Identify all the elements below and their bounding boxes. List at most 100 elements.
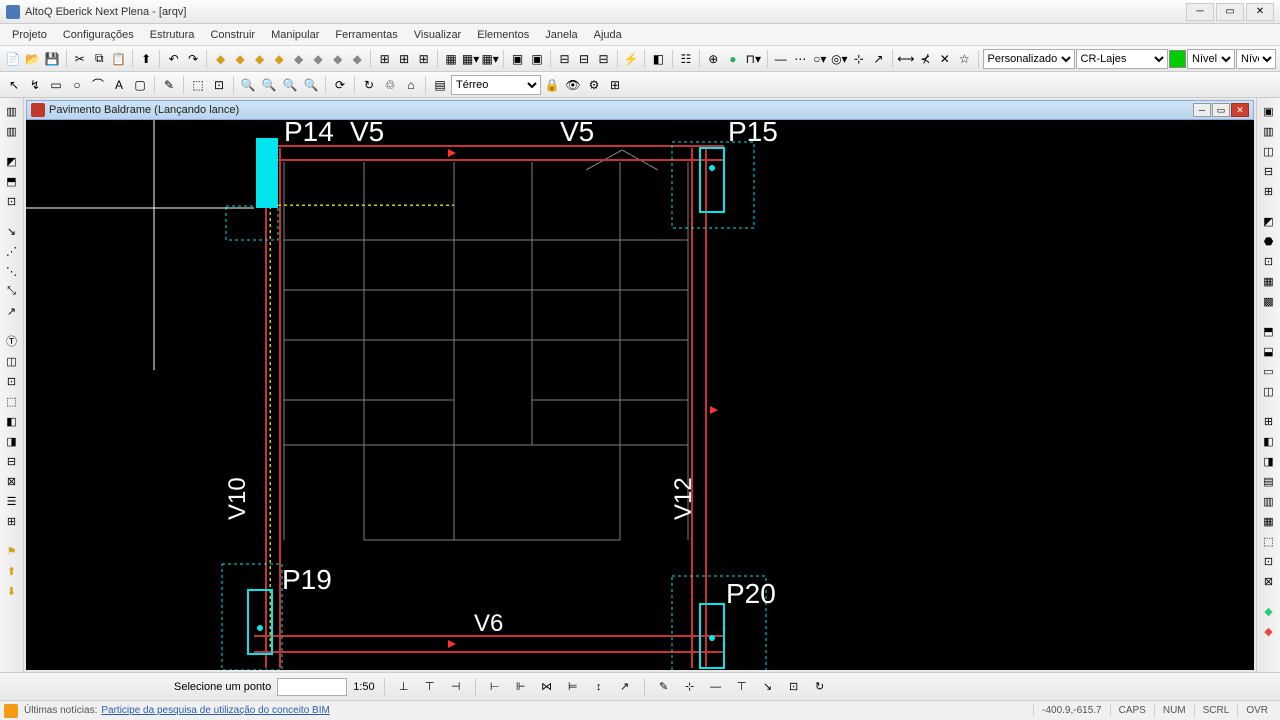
open-icon[interactable]: 📂 (24, 49, 43, 69)
zoomout-icon[interactable]: 🔍 (259, 75, 279, 95)
bt-6-icon[interactable]: ⋈ (537, 677, 557, 697)
menu-estrutura[interactable]: Estrutura (142, 27, 203, 43)
lt-4-icon[interactable]: ⬒ (2, 172, 22, 190)
save-icon[interactable]: 💾 (43, 49, 62, 69)
lt-1-icon[interactable]: ▥ (2, 102, 22, 120)
arrow-icon[interactable]: ↗ (869, 49, 888, 69)
lt-8-icon[interactable]: ⋱ (2, 262, 22, 280)
level2-combo[interactable]: Níve (1236, 49, 1276, 69)
select2-icon[interactable]: ⊡ (209, 75, 229, 95)
bt-3-icon[interactable]: ⊣ (446, 677, 466, 697)
cut-icon[interactable]: ✂ (70, 49, 89, 69)
rt-16-icon[interactable]: ◧ (1259, 432, 1279, 450)
lt-19-icon[interactable]: ☰ (2, 492, 22, 510)
rt-18-icon[interactable]: ▤ (1259, 472, 1279, 490)
rt-8-icon[interactable]: ⊡ (1259, 252, 1279, 270)
dim4-icon[interactable]: ☆ (955, 49, 974, 69)
rotate-icon[interactable]: ↻ (359, 75, 379, 95)
lt-18-icon[interactable]: ⊠ (2, 472, 22, 490)
link-icon[interactable]: ⚙ (584, 75, 604, 95)
panel1-icon[interactable]: ▣ (508, 49, 527, 69)
misc3-icon[interactable]: ⊕ (704, 49, 723, 69)
lt-23-icon[interactable]: ⬇ (2, 582, 22, 600)
lt-17-icon[interactable]: ⊟ (2, 452, 22, 470)
shape6-icon[interactable]: ◆ (309, 49, 328, 69)
rt-14-icon[interactable]: ◫ (1259, 382, 1279, 400)
bt-10-icon[interactable]: ✎ (654, 677, 674, 697)
shape4-icon[interactable]: ◆ (270, 49, 289, 69)
menu-janela[interactable]: Janela (537, 27, 585, 43)
misc4-icon[interactable]: ● (724, 49, 743, 69)
level-combo[interactable]: Nível (1187, 49, 1235, 69)
rt-25-icon[interactable]: ◆ (1259, 622, 1279, 640)
zoomall-icon[interactable]: 🔍 (301, 75, 321, 95)
bt-1-icon[interactable]: ⊥ (394, 677, 414, 697)
rt-12-icon[interactable]: ⬓ (1259, 342, 1279, 360)
lt-5-icon[interactable]: ⊡ (2, 192, 22, 210)
shape5-icon[interactable]: ◆ (289, 49, 308, 69)
cross-icon[interactable]: ⊹ (850, 49, 869, 69)
rt-6-icon[interactable]: ◩ (1259, 212, 1279, 230)
circle-icon[interactable]: ○▾ (811, 49, 830, 69)
doc-minimize-button[interactable]: ─ (1193, 103, 1211, 117)
view2-icon[interactable]: ▦▾ (461, 49, 480, 69)
misc1-icon[interactable]: ◧ (649, 49, 668, 69)
shape7-icon[interactable]: ◆ (328, 49, 347, 69)
command-input[interactable] (277, 678, 347, 696)
circle2-icon[interactable]: ◎▾ (830, 49, 849, 69)
snap-icon[interactable]: ⊓▾ (744, 49, 763, 69)
rt-3-icon[interactable]: ◫ (1259, 142, 1279, 160)
rt-4-icon[interactable]: ⊟ (1259, 162, 1279, 180)
line-icon[interactable]: — (772, 49, 791, 69)
minimize-button[interactable]: ─ (1186, 3, 1214, 21)
lt-3-icon[interactable]: ◩ (2, 152, 22, 170)
rt-9-icon[interactable]: ▦ (1259, 272, 1279, 290)
menu-manipular[interactable]: Manipular (263, 27, 327, 43)
bt-2-icon[interactable]: ⊤ (420, 677, 440, 697)
menu-ferramentas[interactable]: Ferramentas (327, 27, 405, 43)
rt-13-icon[interactable]: ▭ (1259, 362, 1279, 380)
visible-icon[interactable]: 👁 (563, 75, 583, 95)
rss-icon[interactable] (4, 704, 18, 718)
pointer-icon[interactable]: ↖ (4, 75, 24, 95)
floor-combo[interactable]: Térreo (451, 75, 541, 95)
lt-6-icon[interactable]: ↘ (2, 222, 22, 240)
maximize-button[interactable]: ▭ (1216, 3, 1244, 21)
grid3-icon[interactable]: ⊞ (414, 49, 433, 69)
rt-10-icon[interactable]: ▩ (1259, 292, 1279, 310)
layer-icon[interactable]: ▤ (430, 75, 450, 95)
rt-21-icon[interactable]: ⬚ (1259, 532, 1279, 550)
lt-21-icon[interactable]: ⚑ (2, 542, 22, 560)
news-link[interactable]: Participe da pesquisa de utilização do c… (101, 705, 329, 716)
bt-9-icon[interactable]: ↗ (615, 677, 635, 697)
menu-ajuda[interactable]: Ajuda (586, 27, 630, 43)
mirror-icon[interactable]: ♲ (380, 75, 400, 95)
copy-icon[interactable]: ⧉ (90, 49, 109, 69)
dim1-icon[interactable]: ⟷ (897, 49, 916, 69)
doc-close-button[interactable]: ✕ (1231, 103, 1249, 117)
menu-visualizar[interactable]: Visualizar (406, 27, 470, 43)
lt-10-icon[interactable]: ↗ (2, 302, 22, 320)
lt-16-icon[interactable]: ◨ (2, 432, 22, 450)
polyline-icon[interactable]: ↯ (25, 75, 45, 95)
table1-icon[interactable]: ⊟ (555, 49, 574, 69)
dim3-icon[interactable]: ✕ (936, 49, 955, 69)
cad-canvas[interactable]: P14V5V5P15V10V12P19V6P20 (26, 120, 1254, 670)
bt-4-icon[interactable]: ⊢ (485, 677, 505, 697)
rt-24-icon[interactable]: ◆ (1259, 602, 1279, 620)
lock-icon[interactable]: 🔒 (542, 75, 562, 95)
grid2-icon[interactable]: ⊞ (395, 49, 414, 69)
tool-icon[interactable]: ⬆ (137, 49, 156, 69)
profile-combo[interactable]: Personalizado (983, 49, 1075, 69)
rt-7-icon[interactable]: ⬣ (1259, 232, 1279, 250)
lt-7-icon[interactable]: ⋰ (2, 242, 22, 260)
lt-14-icon[interactable]: ⬚ (2, 392, 22, 410)
bt-16-icon[interactable]: ↻ (810, 677, 830, 697)
doc-maximize-button[interactable]: ▭ (1212, 103, 1230, 117)
menu-construir[interactable]: Construir (202, 27, 263, 43)
lt-9-icon[interactable]: ⤡ (2, 282, 22, 300)
bt-8-icon[interactable]: ↕ (589, 677, 609, 697)
zoomin-icon[interactable]: 🔍 (238, 75, 258, 95)
zoomwin-icon[interactable]: 🔍 (280, 75, 300, 95)
lt-12-icon[interactable]: ◫ (2, 352, 22, 370)
